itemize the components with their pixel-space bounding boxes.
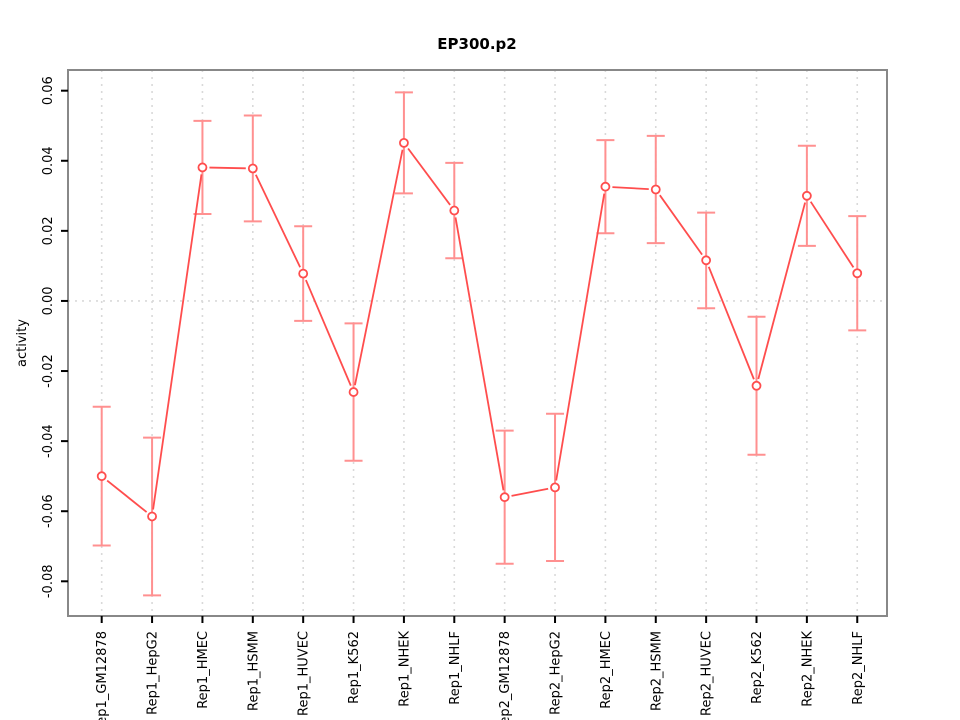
data-point-marker [399, 137, 409, 148]
data-point-marker [147, 511, 157, 522]
data-point-marker [701, 255, 712, 266]
chart-title: EP300.p2 [437, 35, 516, 53]
data-point-marker [801, 190, 812, 201]
series-segment [106, 479, 148, 513]
series-segment [511, 487, 549, 497]
series-segment [454, 217, 505, 491]
series-segment [407, 147, 451, 206]
x-category-label: Rep2_NHLF [851, 631, 866, 705]
data-point-marker [751, 380, 762, 391]
series-segment [612, 186, 649, 191]
y-tick-label: 0.00 [41, 286, 56, 315]
y-tick-label: -0.04 [41, 424, 56, 458]
y-tick-label: -0.08 [41, 564, 56, 598]
y-tick-label: -0.02 [41, 354, 56, 388]
data-point-marker [499, 492, 510, 503]
x-category-label: Rep2_NHEK [800, 631, 815, 707]
series-segment [809, 201, 855, 268]
x-category-label: Rep1_NHEK [397, 631, 412, 707]
x-category-label: Rep1_HSMM [246, 631, 261, 711]
x-category-label: Rep2_K562 [750, 631, 765, 704]
series-segment [354, 149, 404, 386]
series-segment [757, 202, 806, 380]
x-category-label: Rep1_NHLF [448, 631, 463, 705]
data-point-marker [650, 184, 661, 195]
x-category-label: Rep1_K562 [347, 631, 362, 704]
x-category-label: Rep1_GM12878 [95, 631, 110, 720]
data-point-marker [348, 387, 359, 397]
x-category-label: Rep1_HepG2 [146, 631, 161, 715]
series-segment [152, 174, 203, 510]
x-category-label: Rep2_GM12878 [498, 631, 513, 720]
data-point-marker [852, 268, 863, 279]
series-segment [255, 174, 301, 268]
y-tick-label: 0.02 [41, 216, 56, 245]
data-point-marker [96, 471, 107, 482]
x-category-label: Rep1_HMEC [196, 631, 211, 709]
y-tick-label: -0.06 [41, 494, 56, 528]
data-point-marker [197, 162, 208, 173]
series-segment [555, 193, 606, 481]
plot-frame [67, 69, 888, 617]
data-point-marker [298, 268, 309, 279]
data-point-marker [600, 181, 611, 192]
x-category-label: Rep2_HSMM [649, 631, 664, 711]
data-point-marker [449, 205, 460, 216]
data-point-marker [550, 482, 560, 493]
x-category-label: Rep2_HepG2 [549, 631, 564, 715]
x-category-label: Rep1_HUVEC [297, 631, 312, 716]
y-axis-label: activity [15, 319, 30, 367]
data-point-marker [247, 163, 258, 174]
series-segment [659, 194, 703, 256]
x-category-label: Rep2_HMEC [599, 631, 614, 709]
y-tick-label: 0.06 [41, 76, 56, 105]
x-category-label: Rep2_HUVEC [700, 631, 715, 716]
series-segment [305, 279, 352, 386]
series-segment [209, 166, 246, 170]
y-tick-label: 0.04 [41, 146, 56, 175]
series-segment [707, 266, 755, 380]
